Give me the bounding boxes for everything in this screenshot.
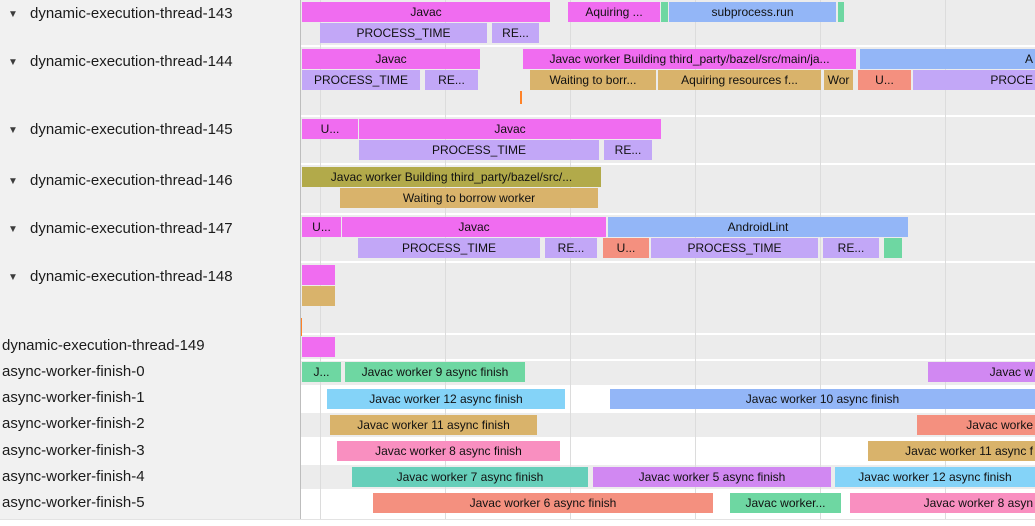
track-name-row[interactable]: async-worker-finish-2 xyxy=(0,414,300,434)
collapse-arrow-icon[interactable]: ▼ xyxy=(8,224,18,235)
trace-slice[interactable]: RE... xyxy=(604,140,652,160)
track-name-label: async-worker-finish-2 xyxy=(2,415,145,432)
trace-slice[interactable]: Javac worker 9 async finish xyxy=(345,362,525,382)
track-lane xyxy=(301,263,1035,333)
timeline-canvas: Javac Aquiring ... subprocess.run PROCESS_T… xyxy=(301,0,1035,526)
track-name-label: dynamic-execution-thread-143 xyxy=(30,5,233,22)
track-name-label: async-worker-finish-5 xyxy=(2,494,145,511)
trace-slice[interactable]: PROCESS_TIME xyxy=(320,23,487,43)
track-name-row[interactable]: async-worker-finish-4 xyxy=(0,467,300,487)
trace-slice[interactable]: subprocess.run xyxy=(669,2,836,22)
trace-slice[interactable]: Javac worker 11 async f xyxy=(868,441,1035,461)
trace-slice[interactable]: Wor xyxy=(824,70,853,90)
track-name-label: async-worker-finish-3 xyxy=(2,442,145,459)
trace-slice[interactable]: PROCESS_TIME xyxy=(651,238,818,258)
trace-slice[interactable]: J... xyxy=(302,362,341,382)
trace-slice[interactable]: Javac worker 6 async finish xyxy=(373,493,713,513)
trace-slice[interactable]: A xyxy=(860,49,1035,69)
trace-slice[interactable]: Javac w xyxy=(928,362,1035,382)
trace-slice[interactable]: Javac worker 12 async finish xyxy=(327,389,565,409)
track-name-row[interactable]: ▼ dynamic-execution-thread-144 xyxy=(0,52,300,72)
sidebar-timeline-divider xyxy=(300,0,301,519)
trace-slice[interactable]: Javac worker 8 async finish xyxy=(337,441,560,461)
trace-slice[interactable]: Javac worke xyxy=(917,415,1035,435)
track-name-label: dynamic-execution-thread-148 xyxy=(30,268,233,285)
track-name-row[interactable]: async-worker-finish-5 xyxy=(0,493,300,513)
trace-slice[interactable]: Javac worker... xyxy=(730,493,841,513)
trace-slice[interactable]: Javac worker 8 asyn xyxy=(850,493,1035,513)
trace-slice[interactable]: Aquiring ... xyxy=(568,2,660,22)
track-name-label: async-worker-finish-4 xyxy=(2,468,145,485)
track-name-row[interactable]: ▼ dynamic-execution-thread-146 xyxy=(0,171,300,191)
track-name-row[interactable]: async-worker-finish-1 xyxy=(0,388,300,408)
collapse-arrow-icon[interactable]: ▼ xyxy=(8,57,18,68)
trace-slice[interactable] xyxy=(302,337,335,357)
track-name-row[interactable]: ▼ dynamic-execution-thread-147 xyxy=(0,219,300,239)
trace-slice[interactable]: Waiting to borrow worker xyxy=(340,188,598,208)
collapse-arrow-icon[interactable]: ▼ xyxy=(8,9,18,20)
track-name-row[interactable]: async-worker-finish-3 xyxy=(0,441,300,461)
trace-slice[interactable]: RE... xyxy=(492,23,539,43)
trace-slice[interactable]: Javac xyxy=(342,217,606,237)
trace-slice[interactable]: Aquiring resources f... xyxy=(658,70,821,90)
track-name-label: async-worker-finish-0 xyxy=(2,363,145,380)
trace-slice[interactable]: Javac worker 7 async finish xyxy=(352,467,588,487)
trace-slice[interactable]: U... xyxy=(858,70,911,90)
track-name-label: dynamic-execution-thread-145 xyxy=(30,121,233,138)
trace-slice[interactable]: U... xyxy=(603,238,649,258)
trace-slice[interactable]: RE... xyxy=(545,238,597,258)
track-name-label: dynamic-execution-thread-149 xyxy=(2,337,205,354)
trace-slice[interactable]: RE... xyxy=(425,70,478,90)
track-lane xyxy=(301,335,1035,359)
collapse-arrow-icon[interactable]: ▼ xyxy=(8,125,18,136)
trace-slice[interactable]: Javac worker 10 async finish xyxy=(610,389,1035,409)
collapse-arrow-icon[interactable]: ▼ xyxy=(8,176,18,187)
timeline-gridline xyxy=(695,0,696,519)
track-name-label: async-worker-finish-1 xyxy=(2,389,145,406)
track-name-row[interactable]: ▼ dynamic-execution-thread-148 xyxy=(0,267,300,287)
trace-slice[interactable] xyxy=(302,265,335,285)
trace-slice[interactable]: U... xyxy=(302,119,358,139)
trace-slice[interactable]: Javac worker 11 async finish xyxy=(330,415,537,435)
flow-event-marker xyxy=(301,318,302,336)
track-name-row[interactable]: dynamic-execution-thread-149 xyxy=(0,336,300,356)
trace-slice[interactable]: Waiting to borr... xyxy=(530,70,656,90)
collapse-arrow-icon[interactable]: ▼ xyxy=(8,272,18,283)
track-name-label: dynamic-execution-thread-144 xyxy=(30,53,233,70)
trace-slice[interactable] xyxy=(838,2,844,22)
trace-slice[interactable]: U... xyxy=(302,217,341,237)
track-name-row[interactable]: ▼ dynamic-execution-thread-143 xyxy=(0,4,300,24)
track-name-row[interactable]: async-worker-finish-0 xyxy=(0,362,300,382)
trace-slice[interactable]: Javac xyxy=(302,2,550,22)
timeline-gridline xyxy=(570,0,571,519)
trace-slice[interactable]: RE... xyxy=(823,238,879,258)
track-name-label: dynamic-execution-thread-147 xyxy=(30,220,233,237)
trace-slice[interactable]: AndroidLint xyxy=(608,217,908,237)
timeline-gridline xyxy=(320,0,321,519)
trace-slice[interactable]: Javac worker 12 async finish xyxy=(835,467,1035,487)
trace-slice[interactable]: Javac worker Building third_party/bazel/… xyxy=(523,49,856,69)
trace-slice[interactable]: Javac worker 5 async finish xyxy=(593,467,831,487)
flow-event-marker xyxy=(520,91,522,104)
timeline-gridline xyxy=(820,0,821,519)
trace-slice[interactable]: Javac xyxy=(359,119,661,139)
trace-slice[interactable] xyxy=(884,238,902,258)
timeline-gridline xyxy=(445,0,446,519)
trace-slice[interactable] xyxy=(661,2,668,22)
track-name-sidebar: ▼ dynamic-execution-thread-143 ▼ dynamic-ex… xyxy=(0,0,300,519)
timeline-gridline xyxy=(945,0,946,519)
trace-slice[interactable] xyxy=(302,286,335,306)
trace-slice[interactable]: Javac xyxy=(302,49,480,69)
trace-slice[interactable]: Javac worker Building third_party/bazel/… xyxy=(302,167,601,187)
trace-slice[interactable]: PROCESS_TIME xyxy=(358,238,540,258)
track-name-row[interactable]: ▼ dynamic-execution-thread-145 xyxy=(0,120,300,140)
trace-slice[interactable]: PROCESS_TIME xyxy=(302,70,420,90)
trace-slice[interactable]: PROCE xyxy=(913,70,1035,90)
trace-slice[interactable]: PROCESS_TIME xyxy=(359,140,599,160)
bottom-separator xyxy=(0,519,1035,520)
track-name-label: dynamic-execution-thread-146 xyxy=(30,172,233,189)
